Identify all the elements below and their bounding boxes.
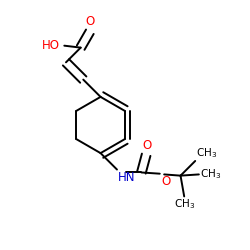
Text: CH$_3$: CH$_3$ <box>196 146 217 160</box>
Text: CH$_3$: CH$_3$ <box>174 198 195 211</box>
Text: CH$_3$: CH$_3$ <box>200 168 221 181</box>
Text: HN: HN <box>118 171 136 184</box>
Text: O: O <box>142 139 152 152</box>
Text: O: O <box>85 15 94 28</box>
Text: O: O <box>162 175 171 188</box>
Text: HO: HO <box>42 39 60 52</box>
